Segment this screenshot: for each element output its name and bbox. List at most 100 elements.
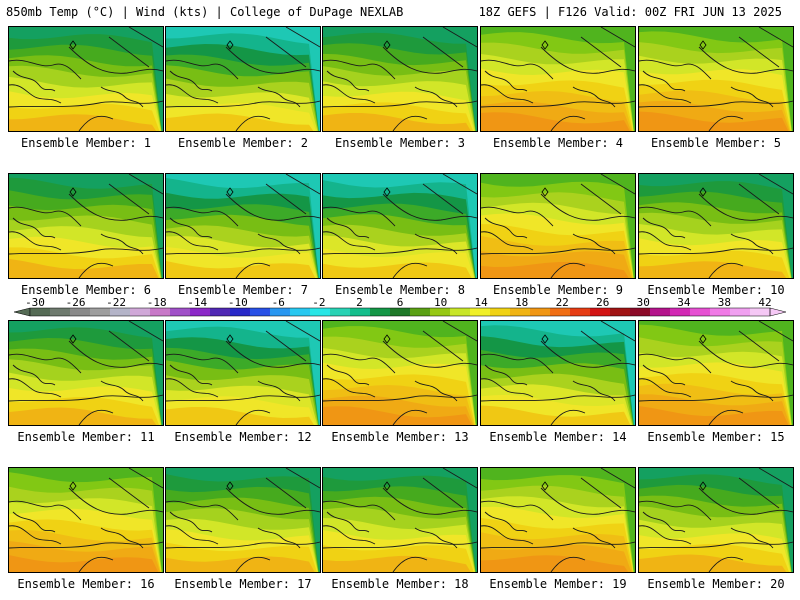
station-marker-icon [226, 187, 234, 197]
map-boundary-line [9, 541, 163, 549]
temperature-band [639, 406, 789, 425]
map-boundary-line [12, 217, 56, 239]
map-boundary-line [698, 487, 793, 515]
colorbar-tick-label: -26 [65, 296, 86, 309]
map-boundary-line [323, 353, 396, 374]
ensemble-member-label: Ensemble Member: 2 [177, 136, 309, 150]
colorbar-tick-label: -6 [271, 296, 285, 309]
map-boundary-line [600, 321, 635, 342]
map-boundary-line [414, 380, 458, 402]
colorbar-min-arrow [13, 307, 31, 317]
map-boundary-line [166, 541, 320, 549]
map-boundary-line [442, 468, 477, 489]
map-boundary-line [481, 100, 635, 108]
map-boundary-line [392, 556, 428, 572]
colorbar-swatch [490, 308, 511, 316]
map-boundary-line [540, 340, 635, 368]
map-boundary-line [78, 409, 114, 425]
map-boundary-line [285, 321, 320, 342]
ensemble-member-label: Ensemble Member: 12 [174, 430, 312, 444]
map-boundary-line [639, 247, 793, 255]
map-boundary-line [169, 70, 213, 92]
chart-title: 850mb Temp (°C) | Wind (kts) | College o… [6, 5, 404, 19]
colorbar-tick-label: -10 [227, 296, 248, 309]
map-boundary-line [9, 206, 82, 227]
map-boundary-line [639, 231, 692, 251]
map-boundary-line [257, 233, 301, 255]
temperature-map [481, 27, 635, 131]
ensemble-member-map [322, 320, 478, 426]
station-marker-icon [383, 40, 391, 50]
ensemble-member-label: Ensemble Member: 14 [489, 430, 627, 444]
map-boundary-line [639, 353, 712, 374]
ensemble-member-label: Ensemble Member: 15 [647, 430, 785, 444]
colorbar-swatch [590, 308, 611, 316]
map-boundary-line [580, 330, 622, 362]
colorbar-swatch [390, 308, 411, 316]
map-boundary-line [323, 247, 477, 255]
map-boundary-line [323, 59, 396, 80]
map-boundary-line [481, 541, 635, 549]
map-boundary-line [326, 217, 370, 239]
colorbar-swatch [410, 308, 431, 316]
colorbar-swatch [150, 308, 171, 316]
ensemble-member-map [638, 26, 794, 132]
colorbar-tick-label: 2 [356, 296, 363, 309]
map-boundary-line [414, 86, 458, 108]
run-valid-time: 18Z GEFS | F126 Valid: 00Z FRI JUN 13 20… [478, 5, 782, 19]
map-boundary-line [9, 84, 62, 104]
temperature-map [323, 321, 477, 425]
colorbar-tick-label: 30 [636, 296, 650, 309]
ensemble-member-label: Ensemble Member: 8 [334, 283, 466, 297]
ensemble-member-label: Ensemble Member: 16 [17, 577, 155, 591]
temperature-band [166, 113, 314, 131]
map-boundary-line [481, 378, 534, 398]
map-boundary-line [128, 468, 163, 489]
temperature-band [481, 112, 630, 131]
colorbar-swatch [650, 308, 671, 316]
temperature-map [166, 27, 320, 131]
map-boundary-line [738, 183, 780, 215]
map-boundary-line [12, 70, 56, 92]
map-boundary-line [639, 84, 692, 104]
ensemble-member-label: Ensemble Member: 3 [334, 136, 466, 150]
temperature-band [166, 407, 314, 425]
map-boundary-line [382, 340, 477, 368]
map-boundary-line [708, 262, 744, 278]
map-boundary-line [257, 86, 301, 108]
map-boundary-line [414, 233, 458, 255]
map-boundary-line [414, 527, 458, 549]
map-boundary-line [257, 380, 301, 402]
colorbar-swatch [710, 308, 731, 316]
temperature-band [639, 261, 787, 278]
map-boundary-line [323, 231, 376, 251]
temperature-map [9, 468, 163, 572]
ensemble-member-map [8, 320, 164, 426]
map-boundary-line [100, 233, 144, 255]
map-boundary-line [484, 217, 528, 239]
map-boundary-line [166, 231, 219, 251]
colorbar-outline [29, 307, 771, 317]
map-boundary-line [642, 217, 686, 239]
colorbar-swatch [110, 308, 131, 316]
map-boundary-line [225, 46, 320, 74]
ensemble-member-label: Ensemble Member: 17 [174, 577, 312, 591]
map-boundary-line [639, 525, 692, 545]
colorbar-tick-label: 34 [677, 296, 691, 309]
map-boundary-line [9, 378, 62, 398]
colorbar-tick-label: 18 [515, 296, 529, 309]
map-boundary-line [166, 247, 320, 255]
temperature-map [639, 321, 793, 425]
temperature-map [166, 468, 320, 572]
temperature-map [9, 321, 163, 425]
map-boundary-line [730, 527, 774, 549]
station-marker-icon [69, 187, 77, 197]
station-marker-icon [226, 334, 234, 344]
map-boundary-line [169, 364, 213, 386]
map-boundary-line [481, 84, 534, 104]
map-boundary-line [422, 183, 464, 215]
map-boundary-line [758, 174, 793, 195]
map-boundary-line [9, 353, 82, 374]
colorbar-swatch [630, 308, 651, 316]
map-boundary-line [382, 487, 477, 515]
